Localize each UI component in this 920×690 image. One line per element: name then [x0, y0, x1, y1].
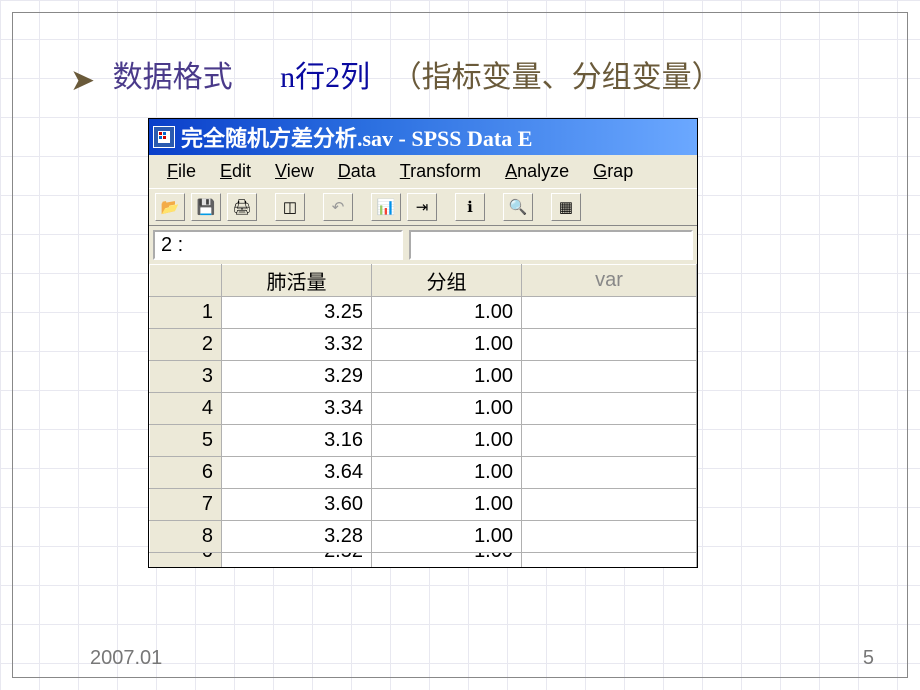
table-row: 73.601.00	[150, 489, 697, 521]
cell-c1[interactable]: 3.29	[222, 361, 372, 393]
goto-case-icon[interactable]: ⇥	[407, 193, 437, 221]
cell-partial-2[interactable]: 1.00	[372, 553, 522, 567]
menu-file[interactable]: File	[155, 159, 208, 184]
spss-app-icon	[153, 126, 175, 148]
toolbar: 📂 💾 🖨 ◫ ↶ 📊 ⇥ ℹ 🔍 ▦	[149, 188, 697, 226]
menu-edit[interactable]: Edit	[208, 159, 263, 184]
cell-c2[interactable]: 1.00	[372, 329, 522, 361]
footer-date: 2007.01	[90, 647, 162, 670]
insert-var-icon[interactable]: ▦	[551, 193, 581, 221]
table-row: 13.251.00	[150, 297, 697, 329]
row-header[interactable]: 7	[150, 489, 222, 521]
heading-sub-gray: （指标变量、分组变量）	[392, 61, 722, 94]
menubar: File Edit View Data Transform Analyze Gr…	[149, 155, 697, 188]
menu-transform[interactable]: Transform	[388, 159, 493, 184]
table-row: 53.161.00	[150, 425, 697, 457]
titlebar[interactable]: 完全随机方差分析.sav - SPSS Data E	[149, 119, 697, 155]
table-row: 83.281.00	[150, 521, 697, 553]
chart-icon[interactable]: 📊	[371, 193, 401, 221]
table-row: 33.291.00	[150, 361, 697, 393]
row-header[interactable]: 5	[150, 425, 222, 457]
menu-graphs[interactable]: Grap	[581, 159, 645, 184]
bullet-arrow-icon: ➤	[70, 64, 95, 97]
cell-c1[interactable]: 3.32	[222, 329, 372, 361]
find-icon[interactable]: 🔍	[503, 193, 533, 221]
table-row: 23.321.00	[150, 329, 697, 361]
save-icon[interactable]: 💾	[191, 193, 221, 221]
slide-heading: ➤ 数据格式 n行2列 （指标变量、分组变量）	[70, 52, 722, 98]
row-header[interactable]: 1	[150, 297, 222, 329]
cell-empty[interactable]	[522, 361, 697, 393]
cell-value-box[interactable]	[409, 230, 693, 260]
cell-empty[interactable]	[522, 489, 697, 521]
menu-data[interactable]: Data	[326, 159, 388, 184]
row-header[interactable]: 6	[150, 457, 222, 489]
open-icon[interactable]: 📂	[155, 193, 185, 221]
table-row: 63.641.00	[150, 457, 697, 489]
cell-c2[interactable]: 1.00	[372, 457, 522, 489]
menu-analyze[interactable]: Analyze	[493, 159, 581, 184]
grid-corner[interactable]	[150, 265, 222, 297]
cell-c2[interactable]: 1.00	[372, 393, 522, 425]
variables-icon[interactable]: ℹ	[455, 193, 485, 221]
cell-empty[interactable]	[522, 329, 697, 361]
row-header-partial[interactable]: 0	[150, 553, 222, 567]
window-title: 完全随机方差分析.sav - SPSS Data E	[181, 121, 532, 153]
cell-empty[interactable]	[522, 297, 697, 329]
spss-window: 完全随机方差分析.sav - SPSS Data E File Edit Vie…	[148, 118, 698, 568]
cell-info-bar: 2 :	[149, 226, 697, 264]
row-header[interactable]: 2	[150, 329, 222, 361]
cell-indicator[interactable]: 2 :	[153, 230, 403, 260]
col-header-var[interactable]: var	[522, 265, 697, 297]
data-grid[interactable]: 肺活量 分组 var 13.251.0023.321.0033.291.0043…	[149, 264, 697, 553]
cell-partial-1[interactable]: 2.52	[222, 553, 372, 567]
cell-partial-empty[interactable]	[522, 553, 697, 567]
col-header-2[interactable]: 分组	[372, 265, 522, 297]
cell-empty[interactable]	[522, 425, 697, 457]
page-number: 5	[863, 647, 874, 670]
cell-empty[interactable]	[522, 457, 697, 489]
cell-c1[interactable]: 3.34	[222, 393, 372, 425]
cell-c2[interactable]: 1.00	[372, 297, 522, 329]
print-icon[interactable]: 🖨	[227, 193, 257, 221]
undo-icon[interactable]: ↶	[323, 193, 353, 221]
menu-view[interactable]: View	[263, 159, 326, 184]
row-header[interactable]: 3	[150, 361, 222, 393]
heading-main: 数据格式	[113, 61, 233, 94]
cell-c1[interactable]: 3.25	[222, 297, 372, 329]
row-header[interactable]: 4	[150, 393, 222, 425]
heading-sub-blue: n行2列	[280, 61, 370, 94]
table-row: 43.341.00	[150, 393, 697, 425]
cell-c1[interactable]: 3.28	[222, 521, 372, 553]
cell-empty[interactable]	[522, 521, 697, 553]
cell-c1[interactable]: 3.64	[222, 457, 372, 489]
cell-c2[interactable]: 1.00	[372, 425, 522, 457]
cell-c2[interactable]: 1.00	[372, 521, 522, 553]
cell-c2[interactable]: 1.00	[372, 361, 522, 393]
dialog-recall-icon[interactable]: ◫	[275, 193, 305, 221]
col-header-1[interactable]: 肺活量	[222, 265, 372, 297]
cell-c1[interactable]: 3.16	[222, 425, 372, 457]
cell-c1[interactable]: 3.60	[222, 489, 372, 521]
cell-c2[interactable]: 1.00	[372, 489, 522, 521]
cell-empty[interactable]	[522, 393, 697, 425]
row-header[interactable]: 8	[150, 521, 222, 553]
